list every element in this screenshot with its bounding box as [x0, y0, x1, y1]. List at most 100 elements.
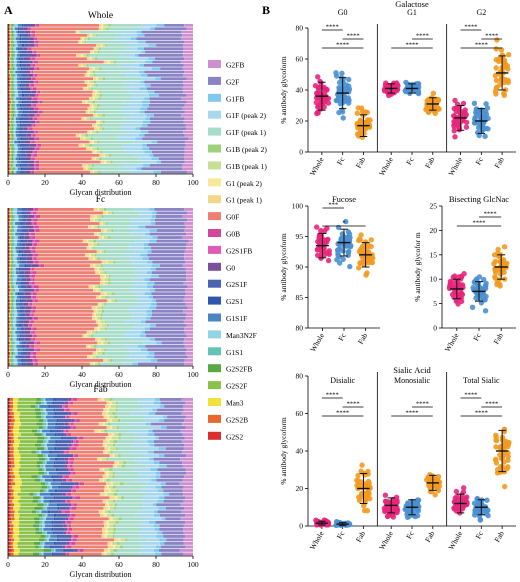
- bar-segment: [21, 170, 26, 174]
- bar-segment: [93, 170, 95, 174]
- legend-item: G2S2B: [208, 414, 248, 424]
- bar-segment: [102, 127, 105, 131]
- bar-segment: [32, 77, 36, 81]
- facet-label: G2: [476, 8, 486, 17]
- bar-segment: [13, 355, 16, 359]
- bar-segment: [13, 274, 18, 278]
- bar-segment: [34, 157, 92, 161]
- bar-segment: [106, 478, 110, 482]
- bar-segment: [150, 316, 186, 320]
- bar-segment: [92, 147, 98, 151]
- bar-segment: [156, 302, 186, 306]
- bar-segment: [38, 362, 90, 366]
- bar-segment: [19, 222, 21, 225]
- bar-segment: [14, 80, 18, 84]
- bar-segment: [17, 147, 22, 151]
- bar-segment: [99, 243, 130, 246]
- bar-segment: [135, 292, 145, 296]
- bar-segment: [97, 398, 102, 401]
- bar-segment: [14, 77, 17, 81]
- bar-segment: [10, 320, 12, 324]
- bar-segment: [62, 408, 65, 412]
- bar-segment: [120, 454, 145, 458]
- data-point: [432, 492, 438, 498]
- bar-segment: [13, 70, 16, 74]
- bar-segment: [33, 80, 36, 84]
- bar-segment: [8, 415, 12, 419]
- bar-segment: [13, 37, 15, 41]
- bar-segment: [32, 499, 39, 503]
- bar-segment: [135, 433, 148, 436]
- bar-segment: [124, 344, 139, 348]
- bar-segment: [9, 534, 13, 538]
- data-point: [461, 271, 467, 277]
- bar-segment: [149, 117, 185, 121]
- bar-segment: [110, 24, 143, 27]
- bar-segment: [37, 154, 100, 157]
- bar-segment: [87, 167, 91, 171]
- bar-segment: [163, 492, 170, 496]
- bar-segment: [106, 271, 135, 275]
- bar-segment: [13, 344, 17, 348]
- bar-segment: [18, 100, 22, 104]
- bar-segment: [45, 534, 49, 538]
- bar-segment: [149, 229, 157, 232]
- bar-segment: [8, 24, 10, 27]
- bar-segment: [31, 264, 39, 268]
- bar-segment: [184, 140, 193, 144]
- bar-segment: [10, 489, 14, 493]
- bar-segment: [10, 157, 12, 161]
- significance-stars: ****: [485, 33, 498, 40]
- bar-segment: [10, 426, 14, 429]
- bar-segment: [105, 295, 108, 299]
- bar-segment: [13, 150, 15, 154]
- bar-segment: [161, 341, 184, 345]
- bar-segment: [93, 243, 98, 246]
- bar-segment: [38, 225, 89, 229]
- bar-segment: [140, 127, 186, 131]
- bar-segment: [33, 208, 35, 211]
- legend-label: G0: [226, 263, 235, 272]
- bar-segment: [22, 67, 29, 71]
- bar-segment: [114, 471, 140, 475]
- bar-segment: [19, 316, 21, 320]
- bar-segment: [99, 104, 129, 107]
- bar-segment: [32, 140, 35, 144]
- bar-segment: [90, 70, 94, 74]
- bar-segment: [97, 90, 101, 94]
- bar-segment: [17, 160, 22, 164]
- bar-segment: [15, 50, 18, 54]
- bar-segment: [103, 548, 108, 552]
- bar-segment: [187, 170, 193, 174]
- bar-segment: [109, 154, 112, 157]
- bar-segment: [22, 285, 27, 289]
- bar-segment: [20, 337, 25, 341]
- bar-segment: [19, 513, 39, 517]
- bar-segment: [20, 485, 42, 489]
- bar-segment: [10, 316, 12, 320]
- bar-segment: [95, 114, 98, 117]
- bar-segment: [13, 74, 16, 77]
- bar-segment: [13, 524, 19, 528]
- bar-segment: [33, 257, 37, 261]
- bar-segment: [15, 147, 18, 151]
- bar-segment: [12, 398, 19, 401]
- bar-segment: [114, 454, 119, 458]
- bar-segment: [89, 104, 93, 107]
- bar-segment: [91, 57, 95, 61]
- bar-segment: [104, 513, 107, 517]
- bar-segment: [78, 40, 81, 44]
- bar-segment: [13, 309, 17, 313]
- bar-segment: [87, 34, 91, 37]
- significance-stars: ****: [484, 211, 497, 218]
- bar-segment: [29, 144, 37, 147]
- bar-segment: [15, 355, 19, 359]
- bar-segment: [94, 57, 98, 61]
- bar-segment: [103, 154, 106, 157]
- bar-segment: [14, 24, 18, 27]
- bar-segment: [12, 134, 14, 137]
- bar-segment: [35, 30, 76, 34]
- bar-segment: [100, 160, 104, 164]
- bar-segment: [44, 443, 47, 447]
- data-point: [339, 70, 345, 77]
